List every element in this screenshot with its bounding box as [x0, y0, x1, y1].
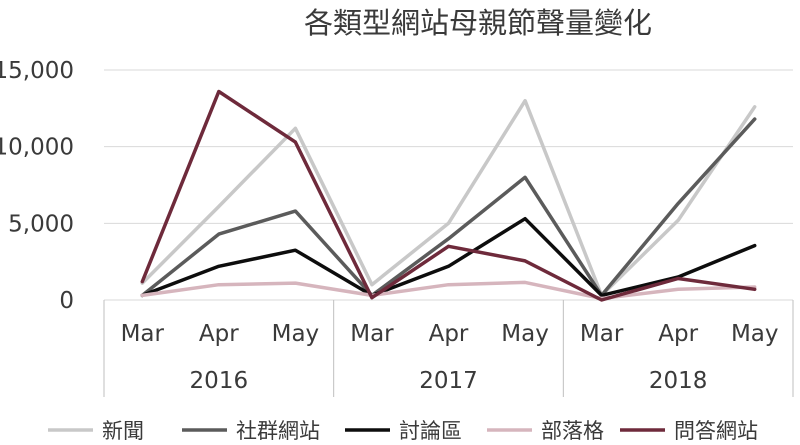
legend-label: 新聞: [102, 419, 144, 443]
series-line: [140, 89, 757, 302]
x-tick-label: Mar: [580, 321, 624, 347]
x-tick-label: May: [272, 321, 320, 347]
legend: 新聞 社群網站 討論區 部落格 問答網站: [48, 419, 758, 443]
y-tick-label: 0: [59, 288, 74, 314]
series-line: [140, 216, 757, 298]
gridlines: [104, 69, 793, 301]
legend-label: 問答網站: [674, 419, 758, 443]
x-tick-label: Mar: [121, 321, 165, 347]
x-tick-label: Apr: [658, 321, 698, 347]
x-group-label: 2016: [190, 368, 249, 394]
legend-label: 討論區: [399, 419, 462, 443]
x-tick-label: May: [501, 321, 549, 347]
y-axis-ticks: 0 5,000 10,000 15,000: [0, 58, 74, 314]
x-group-label: 2018: [649, 368, 708, 394]
legend-label: 部落格: [541, 419, 604, 443]
x-tick-label: Mar: [350, 321, 394, 347]
chart-title: 各類型網站母親節聲量變化: [304, 6, 652, 40]
x-tick-label: Apr: [199, 321, 239, 347]
x-group-label: 2017: [419, 368, 478, 394]
y-tick-label: 15,000: [0, 58, 74, 84]
series-lines: [140, 89, 757, 302]
series-line: [140, 98, 757, 298]
legend-label: 社群網站: [236, 419, 320, 443]
series-line: [140, 280, 757, 301]
y-tick-label: 5,000: [8, 211, 74, 237]
x-tick-label: Apr: [429, 321, 469, 347]
series-line: [140, 117, 757, 298]
y-tick-label: 10,000: [0, 135, 74, 161]
x-axis-ticks: Mar Apr May Mar Apr May Mar Apr May 2016 2017 2018: [103, 300, 794, 397]
x-tick-label: May: [731, 321, 779, 347]
